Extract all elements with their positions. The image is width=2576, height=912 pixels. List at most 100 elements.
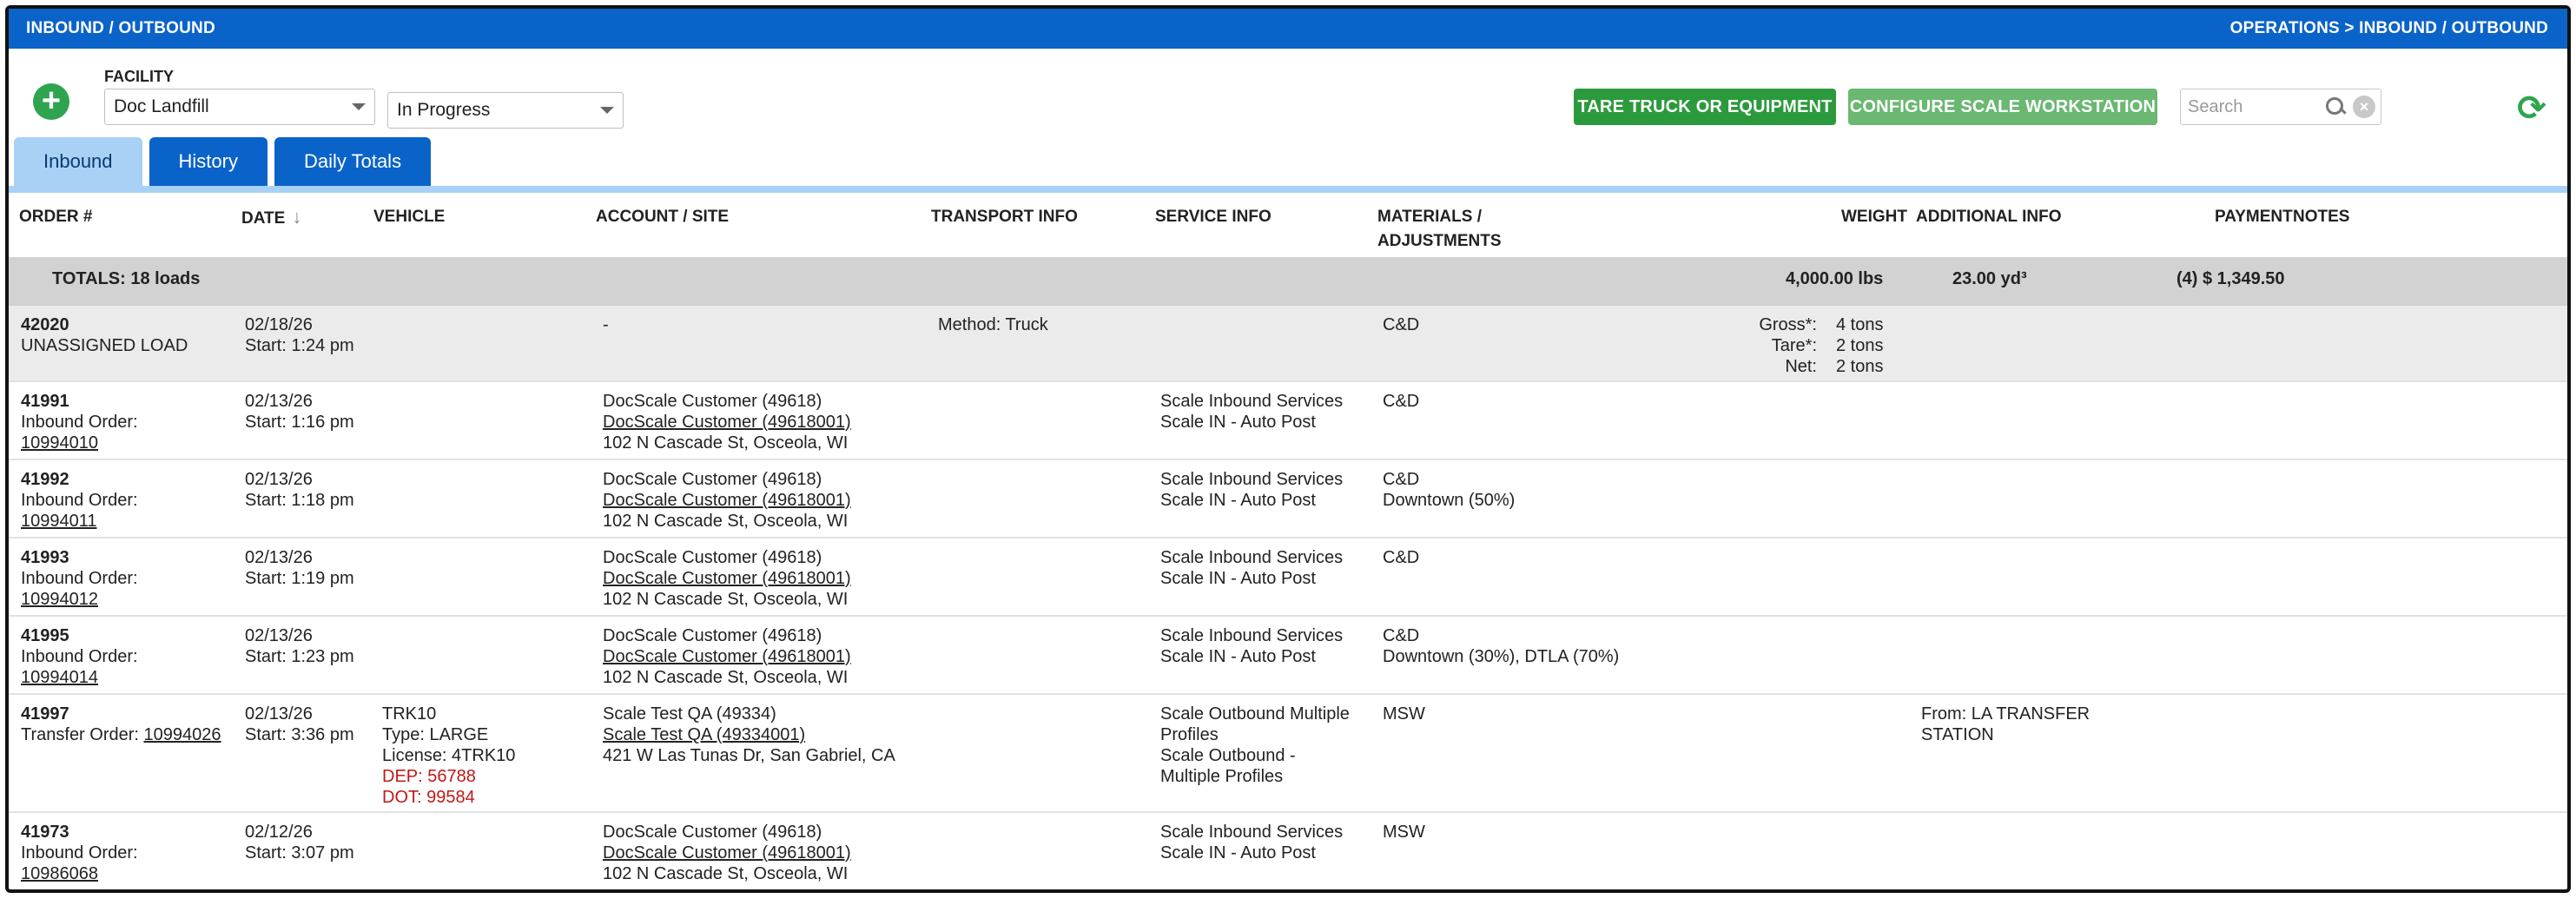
- site-link[interactable]: DocScale Customer (49618001): [603, 843, 851, 862]
- column-header-notes[interactable]: NOTES: [2293, 208, 2350, 226]
- clear-icon[interactable]: ×: [2353, 96, 2375, 118]
- material-name: C&D: [1383, 470, 1420, 489]
- order-cell: 41995 Inbound Order: 10994014: [21, 625, 138, 688]
- site-link[interactable]: Scale Test QA (49334001): [603, 725, 806, 744]
- column-header-order[interactable]: ORDER #: [19, 208, 93, 226]
- order-date: 02/13/26: [245, 704, 313, 724]
- tare-label: Tare*:: [1771, 336, 1817, 355]
- order-number: 41991: [21, 392, 69, 411]
- order-link[interactable]: 10994010: [21, 433, 98, 453]
- site-link[interactable]: DocScale Customer (49618001): [603, 569, 851, 588]
- service-cell: Scale Inbound Services Scale IN - Auto P…: [1160, 469, 1343, 511]
- order-date: 02/12/26: [245, 823, 313, 842]
- date-cell: 02/13/26 Start: 1:18 pm: [245, 469, 354, 511]
- site-link[interactable]: DocScale Customer (49618001): [603, 413, 851, 432]
- order-date: 02/13/26: [245, 626, 313, 645]
- material-adjustment: Downtown (50%): [1383, 491, 1516, 510]
- column-header-materials-line2: ADJUSTMENTS: [1377, 232, 1502, 250]
- order-start: Start: 1:18 pm: [245, 491, 354, 510]
- tab-inbound[interactable]: Inbound: [14, 137, 142, 186]
- totals-volume: 23.00 yd³: [1952, 269, 2027, 288]
- materials-cell: C&D: [1383, 391, 1419, 412]
- breadcrumb[interactable]: OPERATIONS > INBOUND / OUTBOUND: [2229, 19, 2548, 37]
- tare-truck-button[interactable]: TARE TRUCK OR EQUIPMENT: [1574, 89, 1836, 125]
- order-type: Inbound Order:: [21, 843, 138, 862]
- order-link[interactable]: 10994026: [143, 725, 221, 744]
- material-name: C&D: [1383, 626, 1420, 645]
- gross-label: Gross*:: [1759, 315, 1817, 334]
- account-name: DocScale Customer (49618): [603, 548, 822, 567]
- account-cell: DocScale Customer (49618) DocScale Custo…: [603, 822, 851, 884]
- order-link[interactable]: 10994011: [21, 512, 97, 531]
- order-start: Start: 3:07 pm: [245, 843, 354, 862]
- table-row[interactable]: 41995 Inbound Order: 10994014 02/13/26 S…: [9, 617, 2567, 695]
- order-link[interactable]: 10994012: [21, 590, 98, 609]
- service-line: Scale IN - Auto Post: [1160, 569, 1316, 588]
- column-header-payment[interactable]: PAYMENT: [2215, 208, 2293, 226]
- date-cell: 02/13/26 Start: 3:36 pm: [245, 704, 354, 745]
- page-header: INBOUND / OUTBOUND OPERATIONS > INBOUND …: [9, 9, 2567, 49]
- table-row[interactable]: 41991 Inbound Order: 10994010 02/13/26 S…: [9, 382, 2567, 460]
- search-icon[interactable]: [2323, 95, 2348, 119]
- order-cell: 41997 Transfer Order: 10994026: [21, 704, 221, 745]
- configure-workstation-button[interactable]: CONFIGURE SCALE WORKSTATION: [1848, 89, 2157, 125]
- column-header-materials[interactable]: MATERIALS / ADJUSTMENTS: [1377, 205, 1502, 254]
- tab-daily-totals[interactable]: Daily Totals: [274, 137, 432, 186]
- add-button[interactable]: +: [33, 83, 69, 120]
- order-date: 02/13/26: [245, 392, 313, 411]
- material-name: C&D: [1383, 548, 1420, 567]
- account-name: DocScale Customer (49618): [603, 470, 822, 489]
- service-line: Scale IN - Auto Post: [1160, 413, 1316, 432]
- refresh-icon[interactable]: ⟳: [2517, 89, 2546, 128]
- service-cell: Scale Inbound Services Scale IN - Auto P…: [1160, 391, 1343, 433]
- order-type: Inbound Order:: [21, 569, 138, 588]
- order-type: Inbound Order:: [21, 413, 138, 432]
- totals-label: TOTALS: 18 loads: [52, 269, 201, 288]
- order-cell: 41993 Inbound Order: 10994012: [21, 547, 138, 610]
- tab-history[interactable]: History: [149, 137, 268, 186]
- order-number: 41997: [21, 704, 69, 724]
- facility-select[interactable]: Doc Landfill: [104, 89, 375, 125]
- facility-label: FACILITY: [104, 68, 174, 85]
- account-cell: DocScale Customer (49618) DocScale Custo…: [603, 625, 851, 688]
- column-header-additional[interactable]: ADDITIONAL INFO: [1916, 208, 2062, 226]
- site-address: 102 N Cascade St, Osceola, WI: [603, 590, 849, 609]
- column-header-transport[interactable]: TRANSPORT INFO: [931, 208, 1078, 226]
- search-input[interactable]: [2188, 96, 2318, 117]
- account-cell: DocScale Customer (49618) DocScale Custo…: [603, 547, 851, 610]
- transport-method: Method: Truck: [938, 315, 1048, 334]
- order-number: 41995: [21, 626, 69, 645]
- facility-select-value: Doc Landfill: [114, 96, 209, 116]
- order-start: Start: 1:24 pm: [245, 336, 354, 355]
- column-header-account[interactable]: ACCOUNT / SITE: [596, 208, 730, 226]
- materials-cell: C&D Downtown (50%): [1383, 469, 1515, 511]
- date-cell: 02/13/26 Start: 1:16 pm: [245, 391, 354, 433]
- vehicle-cell: TRK10 Type: LARGE License: 4TRK10 DEP: 5…: [382, 704, 515, 808]
- order-link[interactable]: 10994014: [21, 668, 98, 687]
- site-address: 421 W Las Tunas Dr, San Gabriel, CA: [603, 746, 895, 765]
- service-line: Scale IN - Auto Post: [1160, 491, 1316, 510]
- service-line: Scale Inbound Services: [1160, 626, 1344, 645]
- site-link[interactable]: DocScale Customer (49618001): [603, 491, 851, 510]
- site-link[interactable]: DocScale Customer (49618001): [603, 647, 851, 666]
- table-row[interactable]: 41993 Inbound Order: 10994012 02/13/26 S…: [9, 539, 2567, 617]
- table-row[interactable]: 41992 Inbound Order: 10994011 02/13/26 S…: [9, 460, 2567, 539]
- table-row[interactable]: 41997 Transfer Order: 10994026 02/13/26 …: [9, 695, 2567, 813]
- toolbar: + FACILITY Doc Landfill In Progress TARE…: [9, 49, 2567, 139]
- column-header-service[interactable]: SERVICE INFO: [1155, 208, 1271, 226]
- table-row[interactable]: 41973 Inbound Order: 10986068 02/12/26 S…: [9, 813, 2567, 889]
- column-header-date[interactable]: DATE ↓: [241, 205, 301, 231]
- column-header-vehicle[interactable]: VEHICLE: [373, 208, 446, 226]
- orders-table: 42020 UNASSIGNED LOAD 02/18/26 Start: 1:…: [9, 306, 2567, 889]
- order-link[interactable]: 10986068: [21, 864, 98, 883]
- account-cell: DocScale Customer (49618) DocScale Custo…: [603, 469, 851, 532]
- materials-cell: C&D: [1383, 314, 1419, 335]
- vehicle-dep: DEP: 56788: [382, 767, 476, 786]
- table-row[interactable]: 42020 UNASSIGNED LOAD 02/18/26 Start: 1:…: [9, 306, 2567, 382]
- column-header-weight[interactable]: WEIGHT: [1841, 208, 1907, 226]
- sort-arrow-down-icon: ↓: [292, 206, 302, 228]
- account-name: -: [603, 315, 609, 334]
- order-cell: 42020 UNASSIGNED LOAD: [21, 314, 188, 356]
- status-select[interactable]: In Progress: [387, 92, 624, 129]
- column-header-materials-line1: MATERIALS /: [1377, 208, 1482, 226]
